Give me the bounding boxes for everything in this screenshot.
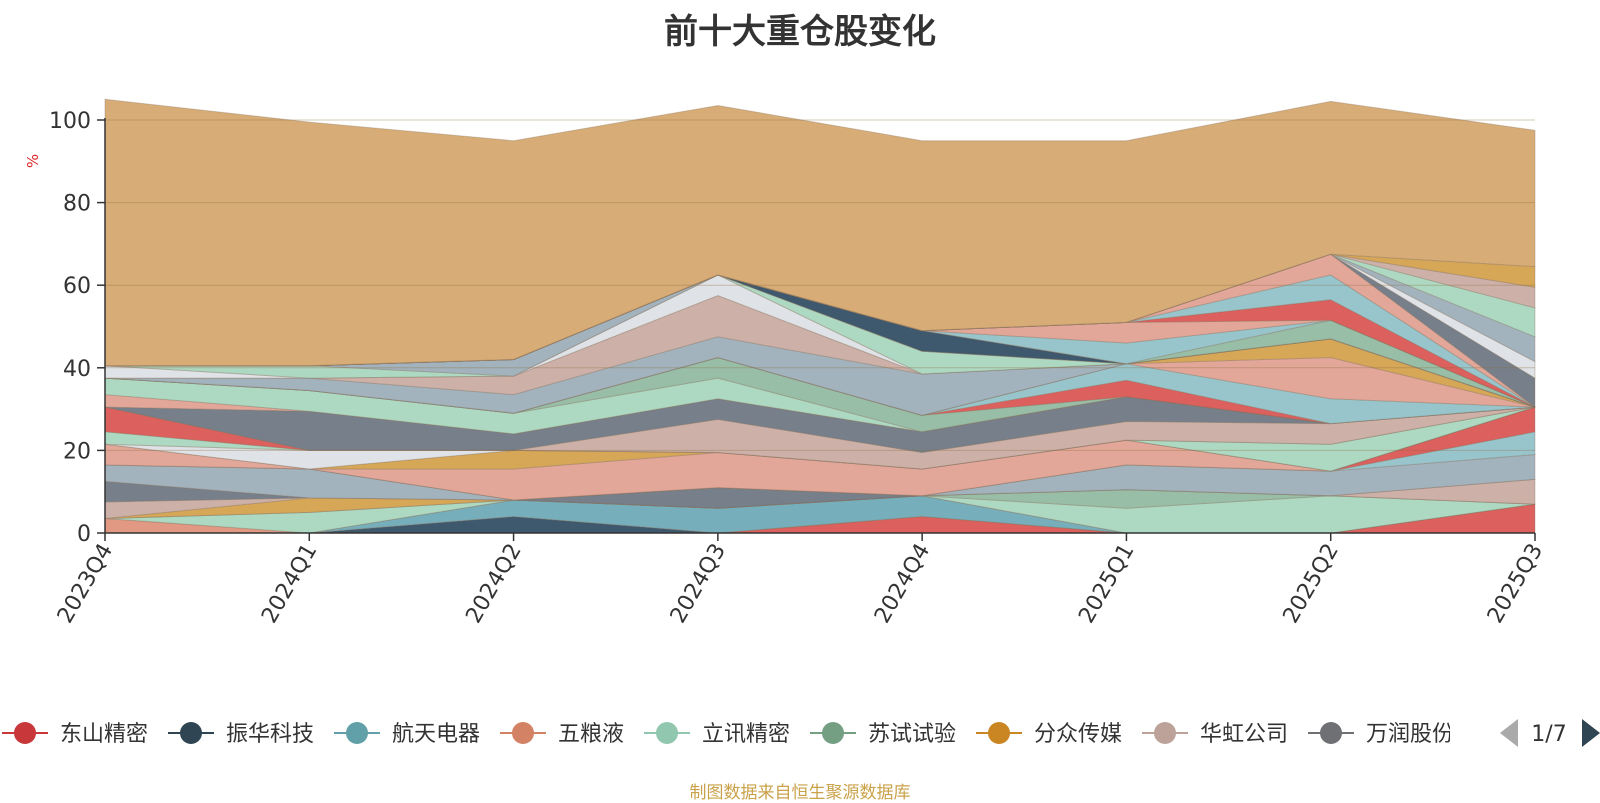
area-series-43[interactable] bbox=[105, 253, 1536, 367]
legend-marker bbox=[1320, 722, 1342, 744]
legend-label: 五粮液 bbox=[558, 722, 624, 747]
legend-marker bbox=[346, 722, 368, 744]
legend-marker bbox=[512, 722, 534, 744]
area-series-41[interactable] bbox=[105, 253, 1536, 367]
x-tick-label: 2024Q4 bbox=[870, 540, 935, 628]
legend-item[interactable]: 航天电器 bbox=[334, 722, 480, 747]
y-axis-label: % bbox=[24, 154, 42, 168]
x-tick-label: 2024Q2 bbox=[461, 540, 526, 628]
legend-label: 航天电器 bbox=[392, 722, 480, 747]
x-tick-label: 2023Q4 bbox=[53, 540, 118, 628]
chart-title: 前十大重仓股变化 bbox=[664, 12, 936, 52]
x-tick-label: 2025Q1 bbox=[1074, 540, 1139, 628]
legend-item[interactable]: 振华科技 bbox=[168, 722, 314, 747]
legend-item[interactable]: 分众传媒 bbox=[976, 722, 1122, 747]
legend-item[interactable]: 苏试试验 bbox=[810, 722, 956, 747]
footer-source: 制图数据来自恒生聚源数据库 bbox=[689, 783, 911, 803]
legend-item[interactable]: 五粮液 bbox=[500, 722, 624, 747]
y-tick-label: 20 bbox=[63, 439, 91, 464]
y-tick-label: 60 bbox=[63, 274, 91, 299]
y-tick-label: 0 bbox=[77, 522, 91, 547]
x-tick-label: 2024Q3 bbox=[666, 540, 731, 628]
area-series-39[interactable] bbox=[105, 253, 1536, 379]
legend-marker bbox=[14, 722, 36, 744]
triangle-left-icon[interactable] bbox=[1500, 719, 1518, 747]
legend-label: 华虹公司 bbox=[1200, 722, 1288, 747]
legend-label: 万润股份 bbox=[1366, 722, 1454, 747]
area-series-40[interactable] bbox=[105, 253, 1536, 367]
legend-label: 分众传媒 bbox=[1034, 722, 1122, 747]
legend-item[interactable]: 东山精密 bbox=[2, 722, 148, 747]
area-series-44[interactable] bbox=[104, 98, 1536, 367]
area-series-38[interactable] bbox=[105, 253, 1536, 408]
y-tick-label: 40 bbox=[63, 357, 91, 382]
x-tick-label: 2025Q2 bbox=[1279, 540, 1344, 628]
y-tick-label: 100 bbox=[49, 109, 91, 134]
legend: 东山精密 振华科技 航天电器 五粮液 立讯精密 苏试试验 分众传媒 华虹公司 万润股份 bbox=[2, 722, 1454, 747]
legend-label: 东山精密 bbox=[60, 722, 148, 747]
legend-marker bbox=[656, 722, 678, 744]
legend-marker bbox=[1154, 722, 1176, 744]
plot-area bbox=[104, 98, 1536, 534]
x-tick-label: 2025Q3 bbox=[1483, 540, 1548, 628]
legend-label: 立讯精密 bbox=[702, 722, 790, 747]
legend-pager: 1/7 bbox=[1500, 719, 1600, 747]
legend-item[interactable]: 立讯精密 bbox=[644, 722, 790, 747]
legend-marker bbox=[988, 722, 1010, 744]
legend-page-indicator: 1/7 bbox=[1531, 722, 1566, 747]
legend-label: 振华科技 bbox=[226, 722, 314, 747]
triangle-right-icon[interactable] bbox=[1582, 719, 1600, 747]
legend-label: 苏试试验 bbox=[868, 722, 956, 747]
legend-item[interactable]: 万润股份 bbox=[1308, 722, 1454, 747]
legend-marker bbox=[822, 722, 844, 744]
legend-marker bbox=[180, 722, 202, 744]
y-tick-label: 80 bbox=[63, 192, 91, 217]
x-tick-label: 2024Q1 bbox=[257, 540, 322, 628]
legend-item[interactable]: 华虹公司 bbox=[1142, 722, 1288, 747]
area-series-42[interactable] bbox=[105, 253, 1536, 367]
